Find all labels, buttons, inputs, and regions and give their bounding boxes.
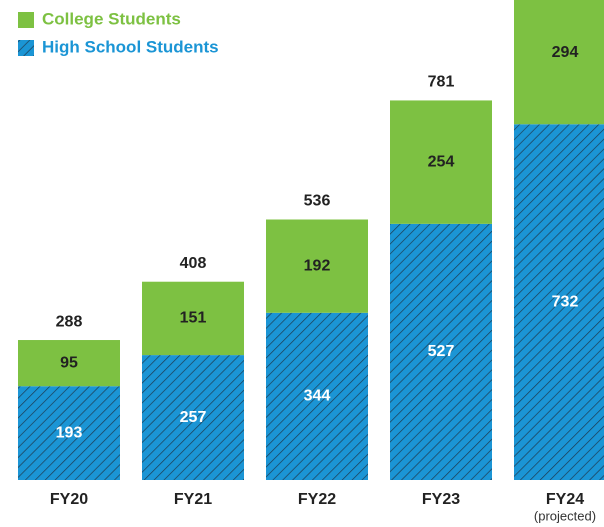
legend-label: College Students [42,9,181,28]
legend: College Students High School Students [18,9,219,56]
hatch-overlay [390,223,492,481]
bar-segment [142,281,244,356]
category-note: (projected) [534,508,596,523]
hatch-overlay [266,312,368,480]
bar-segment [514,0,604,125]
value-label: 527 [428,343,455,360]
value-label: 344 [304,388,331,405]
total-label: 288 [56,313,83,330]
value-label: 193 [56,424,83,441]
hatch-overlay [142,355,244,480]
x-tick-label: FY21 [174,491,212,508]
x-tick-label: FY23 [422,491,460,508]
value-label: 257 [180,409,207,426]
total-label: 781 [428,74,455,91]
legend-label: High School Students [42,37,219,56]
hatch-overlay [18,386,120,480]
x-tick-label: FY20 [50,491,88,508]
value-label: 732 [552,293,579,310]
value-label: 151 [180,310,207,327]
bar-segment [390,100,492,224]
bar-segment [18,340,120,387]
x-tick-label: FY24 [546,491,584,508]
hatch-overlay [514,124,604,481]
bar-segment [266,219,368,313]
total-label: 536 [304,193,331,210]
legend-hatch [18,40,34,56]
value-label: 192 [304,257,331,274]
total-label: 408 [180,255,207,272]
value-label: 294 [552,44,579,61]
value-label: 95 [60,354,78,371]
value-label: 254 [428,153,455,170]
legend-swatch [18,12,34,28]
x-tick-label: FY22 [298,491,336,508]
